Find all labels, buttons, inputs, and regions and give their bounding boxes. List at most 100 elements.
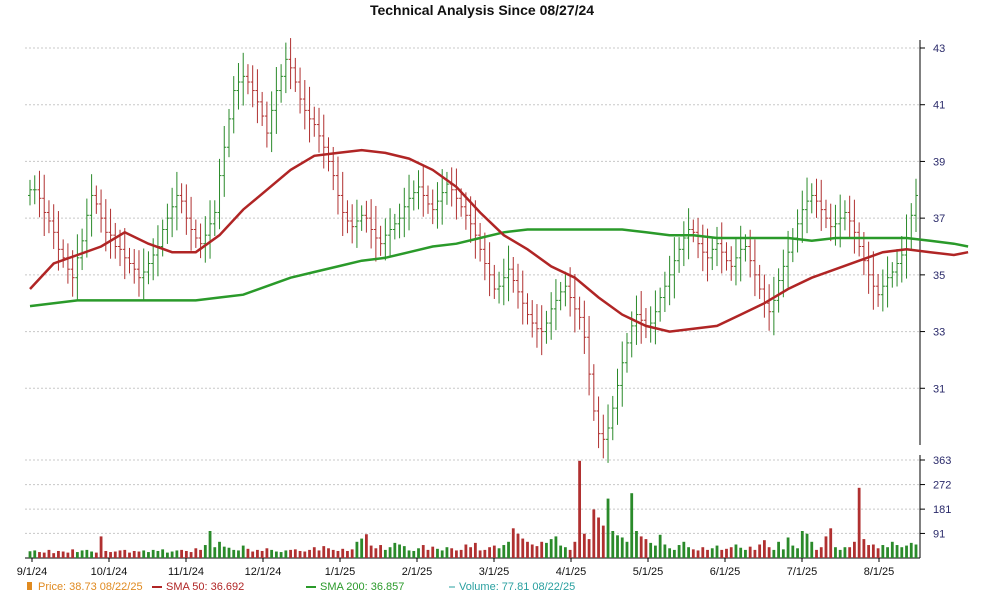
price-bar [354, 199, 359, 248]
volume-bar [383, 549, 387, 558]
price-bar [454, 168, 459, 220]
volume-bar [151, 549, 155, 558]
price-bar [373, 205, 378, 262]
volume-bar [38, 552, 41, 558]
volume-bar [587, 539, 591, 558]
price-bar [212, 200, 217, 237]
volume-grid [25, 459, 920, 534]
volume-bar [166, 552, 169, 558]
price-bar [866, 241, 871, 294]
volume-bar [507, 541, 510, 558]
price-bar [506, 245, 511, 302]
volume-bar [530, 544, 534, 558]
volume-bar [625, 541, 629, 558]
price-bar [833, 204, 838, 246]
volume-bar [42, 552, 46, 558]
volume-bar [431, 546, 435, 558]
chart-title: Technical Analysis Since 08/27/24 [370, 2, 594, 18]
price-bar [397, 203, 402, 239]
price-bar [601, 414, 606, 459]
volume-bar [725, 548, 728, 558]
volume-bar [184, 550, 188, 558]
price-bar [757, 264, 762, 299]
volume-bar [890, 541, 894, 558]
volume-bar [616, 535, 619, 558]
price-tick-label: 37 [933, 213, 945, 225]
price-bar [591, 364, 596, 421]
legend-volume: Volume: 77.81 08/22/25 [459, 581, 575, 593]
volume-bar [744, 549, 747, 558]
price-bar [857, 222, 862, 257]
price-bar [572, 274, 577, 333]
price-bar [530, 300, 535, 338]
price-bar [871, 251, 876, 310]
volume-bar [66, 552, 70, 558]
x-tick-label: 10/1/24 [91, 566, 128, 578]
price-bar [108, 208, 113, 259]
price-bar [814, 178, 819, 218]
volume-bar [762, 540, 766, 558]
price-bar [141, 248, 146, 302]
volume-bar [871, 544, 875, 558]
price-bar [610, 395, 615, 441]
volume-bar [706, 549, 709, 558]
volume-bar [346, 550, 349, 558]
volume-bar [350, 549, 354, 558]
volume-bar [497, 548, 501, 558]
volume-bar [900, 547, 904, 558]
volume-bar [364, 534, 368, 558]
price-bar [501, 258, 506, 306]
price-bar [312, 106, 317, 137]
x-tick-label: 4/1/25 [556, 566, 587, 578]
price-tick-label: 43 [933, 43, 945, 55]
legend-sma200: SMA 200: 36.857 [320, 581, 404, 593]
price-bar [84, 198, 89, 258]
volume-bar [748, 546, 752, 558]
volume-bar [815, 549, 818, 558]
volume-bar [208, 531, 212, 558]
price-bar [800, 190, 805, 243]
price-bar [430, 189, 435, 225]
volume-bar [137, 551, 141, 558]
volume-bar [156, 550, 160, 558]
price-bar [193, 219, 198, 248]
volume-bar [199, 549, 202, 558]
volume-bar [545, 542, 548, 558]
x-tick-label: 7/1/25 [787, 566, 818, 578]
volume-bar [218, 541, 221, 558]
price-bar [416, 170, 421, 210]
volume-tick-label: 272 [933, 480, 951, 492]
price-bar [729, 246, 734, 281]
volume-bar [682, 541, 686, 558]
price-bar [264, 101, 269, 148]
volume-bar [170, 551, 174, 558]
volume-bar [147, 552, 150, 558]
volume-axis-ticks: 91 181 272 363 [920, 455, 951, 540]
volume-bar [175, 550, 179, 558]
price-bar [402, 187, 407, 238]
price-bar [624, 332, 629, 373]
price-bar [369, 199, 374, 249]
price-bar [236, 63, 241, 110]
volume-tick-label: 363 [933, 455, 951, 467]
volume-bar [104, 550, 108, 558]
price-bar [61, 239, 66, 268]
price-bar [388, 208, 393, 257]
price-tick-label: 31 [933, 383, 945, 395]
price-bar [350, 204, 355, 244]
price-bar [89, 174, 94, 237]
volume-bar [161, 549, 165, 558]
volume-bar [298, 550, 302, 558]
volume-bar [478, 550, 482, 558]
price-bar [615, 368, 620, 425]
price-bar [809, 183, 814, 214]
volume-bar [341, 548, 345, 558]
price-bar [880, 269, 885, 312]
volume-bar [402, 546, 406, 558]
volume-bar [649, 542, 653, 558]
x-tick-label: 11/1/24 [168, 566, 204, 578]
price-bar [255, 69, 260, 124]
price-bar [298, 67, 303, 114]
volume-bar [75, 552, 79, 558]
price-bar [293, 57, 298, 92]
